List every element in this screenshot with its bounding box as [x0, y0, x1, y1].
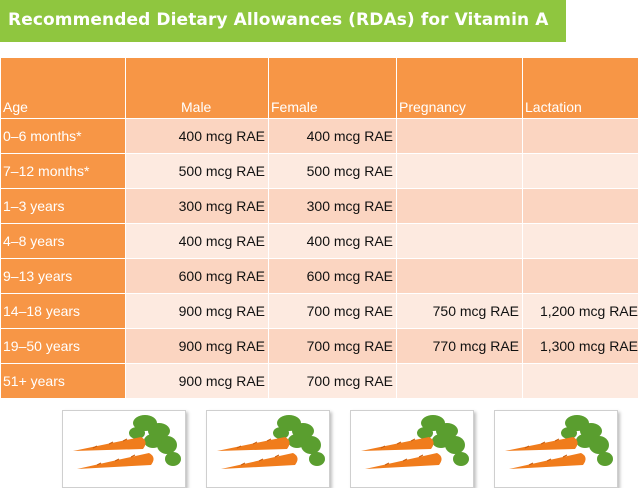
cell-age: 19–50 years [1, 329, 126, 364]
cell-female: 300 mcg RAE [269, 189, 397, 224]
cell-female: 700 mcg RAE [269, 294, 397, 329]
column-header-female: Female [269, 58, 397, 119]
cell-male: 400 mcg RAE [126, 119, 269, 154]
column-header-pregnancy: Pregnancy [397, 58, 523, 119]
cell-age: 0–6 months* [1, 119, 126, 154]
cell-pregnancy [397, 119, 523, 154]
cell-lactation [523, 154, 638, 189]
page-title: Recommended Dietary Allowances (RDAs) fo… [8, 10, 549, 30]
cell-lactation [523, 224, 638, 259]
cell-female: 500 mcg RAE [269, 154, 397, 189]
cell-lactation [523, 364, 638, 399]
cell-age: 7–12 months* [1, 154, 126, 189]
cell-female: 400 mcg RAE [269, 119, 397, 154]
title-bar: Recommended Dietary Allowances (RDAs) fo… [0, 0, 566, 42]
cell-age: 14–18 years [1, 294, 126, 329]
cell-female: 400 mcg RAE [269, 224, 397, 259]
cell-age: 51+ years [1, 364, 126, 399]
cell-lactation: 1,300 mcg RAE [523, 329, 638, 364]
cell-pregnancy [397, 259, 523, 294]
cell-lactation [523, 259, 638, 294]
carrot-image [350, 410, 474, 488]
cell-pregnancy: 750 mcg RAE [397, 294, 523, 329]
cell-lactation [523, 189, 638, 224]
cell-pregnancy [397, 224, 523, 259]
cell-age: 9–13 years [1, 259, 126, 294]
column-header-lactation: Lactation [523, 58, 638, 119]
cell-lactation: 1,200 mcg RAE [523, 294, 638, 329]
cell-male: 900 mcg RAE [126, 329, 269, 364]
cell-pregnancy: 770 mcg RAE [397, 329, 523, 364]
rda-table: Age Male Female Pregnancy Lactation 0–6 … [0, 57, 638, 399]
cell-female: 700 mcg RAE [269, 329, 397, 364]
carrot-image [494, 410, 618, 488]
cell-female: 700 mcg RAE [269, 364, 397, 399]
carrot-image [62, 410, 186, 488]
table-header-row: Age Male Female Pregnancy Lactation [1, 58, 638, 119]
cell-pregnancy [397, 364, 523, 399]
cell-age: 4–8 years [1, 224, 126, 259]
cell-female: 600 mcg RAE [269, 259, 397, 294]
cell-male: 900 mcg RAE [126, 294, 269, 329]
carrot-image-strip [0, 410, 638, 479]
column-header-male: Male [126, 58, 269, 119]
cell-male: 500 mcg RAE [126, 154, 269, 189]
cell-male: 400 mcg RAE [126, 224, 269, 259]
column-header-age: Age [1, 58, 126, 119]
cell-male: 900 mcg RAE [126, 364, 269, 399]
cell-pregnancy [397, 189, 523, 224]
carrot-image [206, 410, 330, 488]
cell-pregnancy [397, 154, 523, 189]
cell-male: 300 mcg RAE [126, 189, 269, 224]
cell-age: 1–3 years [1, 189, 126, 224]
cell-lactation [523, 119, 638, 154]
cell-male: 600 mcg RAE [126, 259, 269, 294]
